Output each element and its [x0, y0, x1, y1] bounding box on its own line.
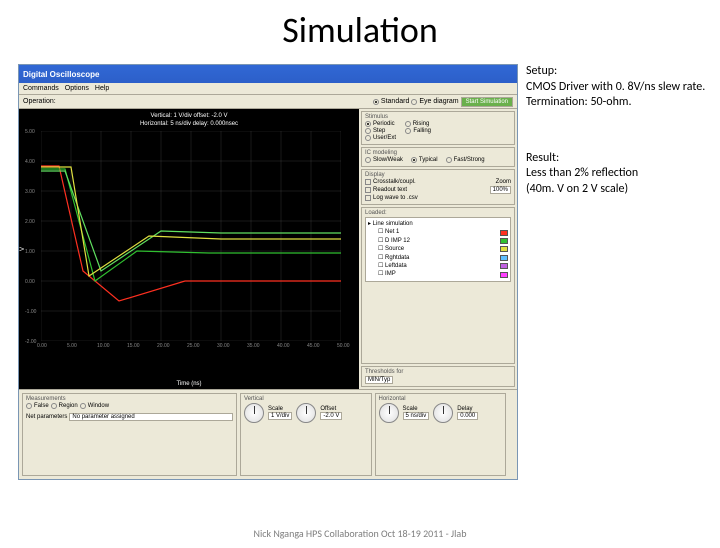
radio-slow[interactable]	[365, 157, 371, 163]
radio-falling-label: Falling	[413, 128, 431, 134]
menu-help[interactable]: Help	[95, 85, 109, 92]
iomodels-group: IC modeling Slow/Weak Typical Fast/Stron…	[361, 147, 515, 167]
vertical-group: Vertical Scale 1 V/div Offset -2.0 V	[240, 393, 372, 476]
chart-pane: Vertical: 1 V/div offset: -2.0 V Horizon…	[19, 109, 359, 389]
zoom-value[interactable]: 100%	[490, 186, 511, 194]
radio-falling[interactable]	[405, 128, 411, 134]
display-group: Display Crosstalk/coupl. Zoom Readout te…	[361, 169, 515, 205]
horizontal-legend: Horizontal	[379, 396, 503, 402]
setup-line1: CMOS Driver with 0. 8V/ns slew rate.	[526, 80, 716, 96]
chart-title1: Vertical: 1 V/div offset: -2.0 V	[151, 113, 228, 119]
start-simulation-button[interactable]: Start Simulation	[461, 97, 513, 107]
menu-options[interactable]: Options	[65, 85, 89, 92]
check-crosstalk[interactable]	[365, 179, 371, 185]
slide-footer: Nick Nganga HPS Collaboration Oct 18-19 …	[254, 527, 467, 540]
check-readout[interactable]	[365, 187, 371, 193]
window-titlebar[interactable]: Digital Oscilloscope	[19, 65, 517, 83]
stimulus-group: Stimulus Periodic Rising Step Falling Us…	[361, 111, 515, 145]
radio-typical-label: Typical	[419, 157, 438, 163]
measurements-group: Measurements False Region Window Net par…	[22, 393, 237, 476]
result-heading: Result:	[526, 151, 716, 167]
radio-fast[interactable]	[446, 157, 452, 163]
display-legend: Display	[365, 172, 511, 178]
side-panel: Stimulus Periodic Rising Step Falling Us…	[359, 109, 517, 389]
measurements-legend: Measurements	[26, 396, 233, 402]
setup-line2: Termination: 50-ohm.	[526, 95, 716, 111]
param-value[interactable]: No parameter assigned	[69, 413, 233, 421]
thresholds-legend: Thresholds for	[365, 369, 511, 375]
param-label: Net parameters	[26, 414, 67, 420]
content-area: Vertical: 1 V/div offset: -2.0 V Horizon…	[19, 109, 517, 389]
oscilloscope-window: Digital Oscilloscope Commands Options He…	[18, 64, 518, 480]
tab-false[interactable]	[26, 403, 32, 409]
result-line2: (40m. V on 2 V scale)	[526, 182, 716, 198]
check-readout-label: Readout text	[373, 187, 407, 193]
hdelay-value[interactable]: 0.000	[457, 412, 478, 420]
tab-window-label: Window	[88, 403, 109, 409]
menu-commands[interactable]: Commands	[23, 85, 59, 92]
radio-step-label: Step	[373, 128, 385, 134]
slide-title: Simulation	[0, 8, 720, 52]
stimulus-legend: Stimulus	[365, 114, 511, 120]
chart-svg	[41, 131, 341, 341]
annotation-block: Setup: CMOS Driver with 0. 8V/ns slew ra…	[526, 64, 716, 480]
chart-title2: Horizontal: 5 ns/div delay: 0.000nsec	[140, 121, 238, 127]
radio-userext[interactable]	[365, 135, 371, 141]
tab-region[interactable]	[51, 403, 57, 409]
vscale-value[interactable]: 1 V/div	[268, 412, 292, 420]
vertical-legend: Vertical	[244, 396, 368, 402]
radio-typical[interactable]	[411, 157, 417, 163]
vertical-scale-dial[interactable]	[244, 403, 264, 423]
tab-region-label: Region	[59, 403, 78, 409]
toolbar: Operation: Standard Eye diagram Start Si…	[19, 95, 517, 109]
radio-userext-label: User/Ext	[373, 135, 396, 141]
operation-label: Operation:	[23, 98, 56, 105]
horizontal-scale-dial[interactable]	[379, 403, 399, 423]
horizontal-group: Horizontal Scale 5 ns/div Delay 0.000	[375, 393, 507, 476]
check-crosstalk-label: Crosstalk/coupl.	[373, 179, 416, 185]
vertical-offset-dial[interactable]	[296, 403, 316, 423]
iomodels-legend: IC modeling	[365, 150, 511, 156]
radio-standard[interactable]	[373, 99, 379, 105]
radio-rising-label: Rising	[413, 121, 430, 127]
radio-standard-label: Standard	[381, 98, 409, 105]
radio-step[interactable]	[365, 128, 371, 134]
radio-periodic-label: Periodic	[373, 121, 395, 127]
thresholds-value[interactable]: MIN/Typ	[365, 376, 393, 384]
check-log[interactable]	[365, 195, 371, 201]
tab-false-label: False	[34, 403, 49, 409]
main-area: Digital Oscilloscope Commands Options He…	[0, 64, 720, 480]
voffset-value[interactable]: -2.0 V	[320, 412, 342, 420]
radio-eye-label: Eye diagram	[419, 98, 458, 105]
horizontal-delay-dial[interactable]	[433, 403, 453, 423]
loaded-legend: Loaded:	[365, 210, 511, 216]
hscale-value[interactable]: 5 ns/div	[403, 412, 430, 420]
check-log-label: Log wave to .csv	[373, 195, 418, 201]
radio-rising[interactable]	[405, 121, 411, 127]
radio-slow-label: Slow/Weak	[373, 157, 403, 163]
radio-fast-label: Fast/Strong	[454, 157, 485, 163]
signal-tree[interactable]: ▸ Line simulation☐ Net 1☐ D IMP 12☐ Sour…	[365, 217, 511, 282]
zoom-label: Zoom	[496, 179, 511, 185]
thresholds-group: Thresholds for MIN/Typ	[361, 366, 515, 387]
radio-periodic[interactable]	[365, 121, 371, 127]
loaded-group: Loaded: ▸ Line simulation☐ Net 1☐ D IMP …	[361, 207, 515, 364]
radio-eye[interactable]	[411, 99, 417, 105]
x-axis-label: Time (ns)	[176, 381, 201, 387]
menu-bar: Commands Options Help	[19, 83, 517, 95]
setup-heading: Setup:	[526, 64, 716, 80]
tab-window[interactable]	[80, 403, 86, 409]
window-title: Digital Oscilloscope	[23, 70, 99, 79]
bottom-panel: Measurements False Region Window Net par…	[19, 389, 517, 479]
result-line1: Less than 2% reflection	[526, 166, 716, 182]
